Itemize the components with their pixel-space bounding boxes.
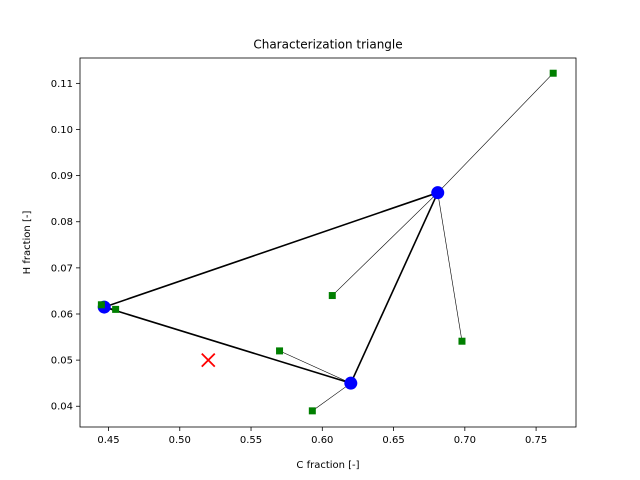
fuel-point-0 bbox=[97, 301, 105, 309]
fuel-point-2 bbox=[328, 292, 336, 300]
target-point bbox=[201, 352, 216, 368]
x-axis-ticks: 0.45 0.50 0.55 0.60 0.65 0.70 0.75 bbox=[97, 427, 547, 446]
triangle-vertex-point-2 bbox=[344, 376, 358, 390]
y-tick-label: 0.09 bbox=[51, 171, 73, 182]
fuel-point-4 bbox=[458, 337, 466, 345]
chart-title: Characterization triangle bbox=[253, 38, 402, 52]
x-tick-label: 0.55 bbox=[240, 435, 262, 446]
x-tick-label: 0.75 bbox=[525, 435, 547, 446]
connector-line-4 bbox=[437, 192, 463, 342]
plot-area bbox=[97, 69, 557, 415]
fuel-point-1 bbox=[112, 305, 120, 313]
connector-line-3 bbox=[437, 73, 554, 193]
y-tick-label: 0.10 bbox=[51, 125, 73, 136]
y-axis-ticks: 0.04 0.05 0.06 0.07 0.08 0.09 0.10 0.11 bbox=[51, 79, 80, 413]
x-tick-label: 0.50 bbox=[169, 435, 191, 446]
y-tick-label: 0.07 bbox=[51, 263, 73, 274]
triangle-edge-2 bbox=[103, 306, 352, 384]
x-tick-label: 0.60 bbox=[311, 435, 333, 446]
connector-line-6 bbox=[312, 382, 351, 412]
y-tick-label: 0.06 bbox=[51, 309, 73, 320]
y-tick-label: 0.04 bbox=[51, 402, 73, 413]
target-mark-stroke-b bbox=[201, 352, 216, 368]
connector-line-2 bbox=[332, 192, 438, 296]
triangle-vertex-point-1 bbox=[431, 186, 445, 200]
y-tick-label: 0.05 bbox=[51, 356, 73, 367]
x-axis-label: C fraction [-] bbox=[296, 460, 359, 471]
x-tick-label: 0.65 bbox=[382, 435, 404, 446]
triangle-edge-1 bbox=[350, 192, 439, 384]
x-tick-label: 0.45 bbox=[97, 435, 119, 446]
y-axis-label: H fraction [-] bbox=[22, 211, 33, 275]
y-tick-label: 0.08 bbox=[51, 217, 73, 228]
fuel-point-6 bbox=[308, 407, 316, 415]
y-tick-label: 0.11 bbox=[51, 79, 73, 90]
axes-frame bbox=[79, 57, 577, 428]
triangle-edge-0 bbox=[103, 191, 439, 308]
fuel-point-5 bbox=[276, 347, 284, 355]
x-tick-label: 0.70 bbox=[454, 435, 476, 446]
fuel-point-3 bbox=[549, 69, 557, 77]
connector-line-5 bbox=[279, 350, 351, 384]
